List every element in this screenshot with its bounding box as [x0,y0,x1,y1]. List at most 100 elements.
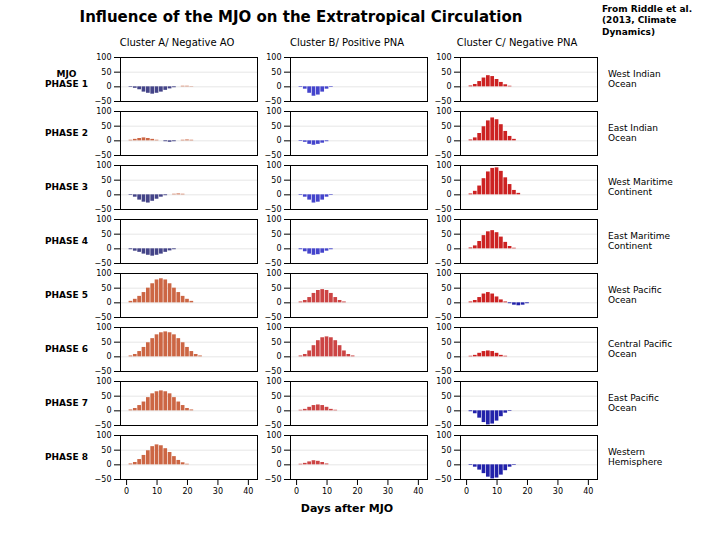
svg-text:−50: −50 [95,475,112,484]
svg-text:100: 100 [266,107,281,116]
svg-text:−50: −50 [265,475,282,484]
svg-text:−50: −50 [265,421,282,430]
svg-text:30: 30 [213,487,223,496]
svg-text:100: 100 [436,161,451,170]
svg-text:−50: −50 [95,151,112,160]
svg-text:0: 0 [446,460,451,469]
svg-text:0: 0 [446,82,451,91]
svg-text:50: 50 [271,338,281,347]
svg-text:0: 0 [446,190,451,199]
svg-text:50: 50 [101,230,111,239]
svg-text:50: 50 [101,392,111,401]
svg-text:50: 50 [441,284,451,293]
svg-text:100: 100 [96,323,111,332]
svg-text:−50: −50 [95,97,112,106]
svg-text:100: 100 [266,431,281,440]
svg-text:50: 50 [101,68,111,77]
svg-text:100: 100 [436,323,451,332]
svg-text:50: 50 [441,392,451,401]
svg-text:50: 50 [101,446,111,455]
svg-text:0: 0 [106,82,111,91]
svg-text:100: 100 [96,431,111,440]
svg-text:−50: −50 [95,205,112,214]
svg-text:50: 50 [271,392,281,401]
svg-text:50: 50 [271,446,281,455]
svg-text:−50: −50 [95,421,112,430]
svg-text:50: 50 [101,338,111,347]
svg-text:100: 100 [266,269,281,278]
svg-text:0: 0 [464,487,469,496]
svg-text:10: 10 [152,487,162,496]
svg-text:0: 0 [446,406,451,415]
svg-text:100: 100 [96,53,111,62]
svg-text:100: 100 [436,269,451,278]
svg-text:50: 50 [271,230,281,239]
svg-text:−50: −50 [265,367,282,376]
svg-text:100: 100 [436,53,451,62]
svg-text:50: 50 [441,176,451,185]
svg-text:0: 0 [276,460,281,469]
svg-text:0: 0 [106,298,111,307]
svg-text:30: 30 [383,487,393,496]
svg-text:50: 50 [271,176,281,185]
svg-text:50: 50 [441,338,451,347]
svg-text:0: 0 [106,352,111,361]
svg-text:−50: −50 [265,259,282,268]
svg-text:0: 0 [276,82,281,91]
svg-text:100: 100 [96,269,111,278]
svg-text:0: 0 [446,298,451,307]
svg-text:100: 100 [96,107,111,116]
svg-text:0: 0 [276,190,281,199]
svg-text:−50: −50 [265,97,282,106]
svg-text:−50: −50 [435,475,452,484]
svg-text:0: 0 [446,244,451,253]
svg-text:20: 20 [522,487,532,496]
svg-text:−50: −50 [435,151,452,160]
svg-text:50: 50 [271,284,281,293]
svg-text:−50: −50 [435,367,452,376]
svg-text:100: 100 [96,161,111,170]
svg-text:40: 40 [583,487,593,496]
svg-text:0: 0 [106,190,111,199]
svg-text:0: 0 [276,244,281,253]
svg-text:−50: −50 [265,151,282,160]
svg-text:0: 0 [106,244,111,253]
svg-text:0: 0 [106,136,111,145]
svg-text:10: 10 [492,487,502,496]
svg-text:0: 0 [124,487,129,496]
svg-text:20: 20 [352,487,362,496]
svg-text:100: 100 [266,215,281,224]
svg-text:−50: −50 [95,367,112,376]
svg-text:100: 100 [436,377,451,386]
svg-text:20: 20 [182,487,192,496]
svg-text:0: 0 [106,406,111,415]
svg-text:50: 50 [101,284,111,293]
svg-text:100: 100 [266,377,281,386]
svg-text:100: 100 [436,215,451,224]
svg-text:50: 50 [441,230,451,239]
svg-text:−50: −50 [435,205,452,214]
svg-text:−50: −50 [435,421,452,430]
svg-text:0: 0 [276,406,281,415]
svg-text:30: 30 [553,487,563,496]
svg-text:0: 0 [276,352,281,361]
svg-text:50: 50 [271,122,281,131]
svg-text:0: 0 [294,487,299,496]
svg-text:50: 50 [271,68,281,77]
svg-text:100: 100 [96,377,111,386]
svg-text:100: 100 [266,161,281,170]
svg-text:−50: −50 [435,97,452,106]
svg-text:0: 0 [106,460,111,469]
svg-text:0: 0 [446,352,451,361]
svg-text:50: 50 [441,446,451,455]
svg-text:−50: −50 [95,313,112,322]
svg-text:−50: −50 [95,259,112,268]
svg-text:100: 100 [436,431,451,440]
svg-text:50: 50 [101,122,111,131]
svg-text:0: 0 [276,298,281,307]
svg-text:100: 100 [266,53,281,62]
svg-text:50: 50 [101,176,111,185]
svg-text:−50: −50 [435,259,452,268]
svg-text:100: 100 [436,107,451,116]
svg-text:−50: −50 [435,313,452,322]
